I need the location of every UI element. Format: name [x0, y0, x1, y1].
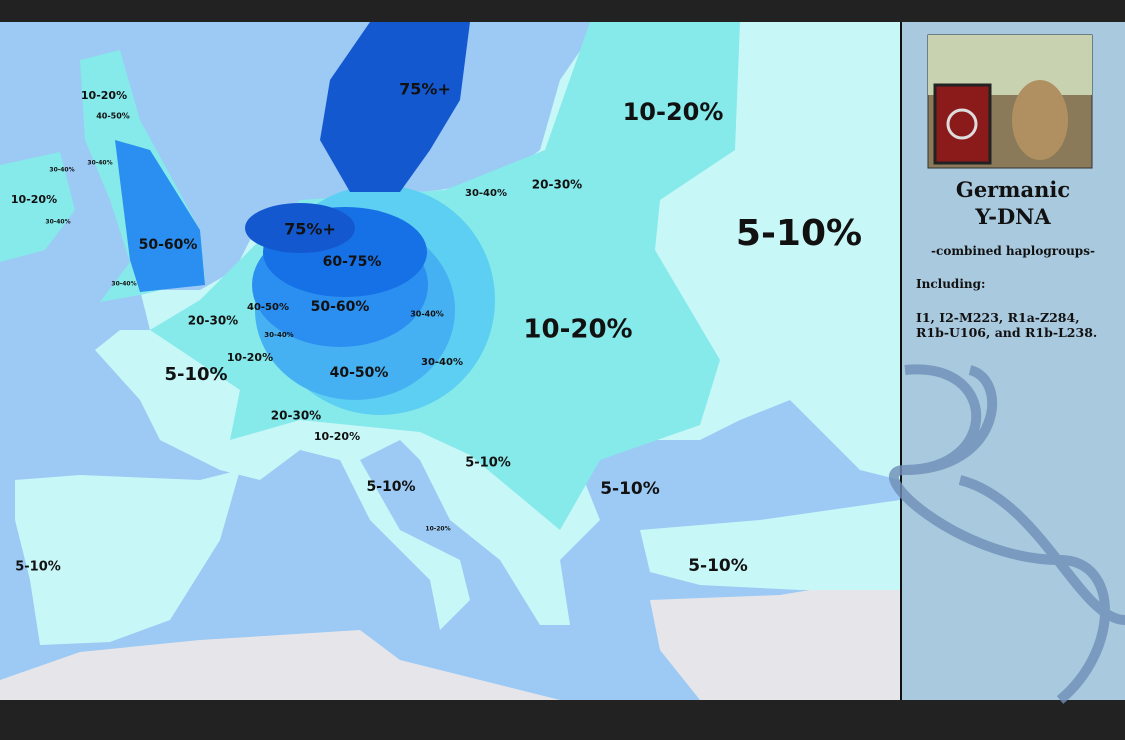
title-line: Germanic: [955, 177, 1071, 202]
iberia: [15, 470, 240, 645]
region-label: 40-50%: [330, 365, 389, 381]
region-label: 30-40%: [111, 281, 136, 288]
region-label: 50-60%: [139, 237, 198, 253]
middle-east: [650, 575, 900, 700]
britain-50-60: [115, 140, 205, 292]
region-label: 50-60%: [311, 299, 370, 315]
region-label: 30-40%: [49, 167, 74, 174]
subtitle: -combined haplogroups-: [931, 244, 1095, 258]
photo-warrior: [1012, 80, 1068, 160]
region-label: 10-20%: [11, 193, 57, 206]
region-label: 30-40%: [264, 331, 293, 339]
region-label: 30-40%: [87, 160, 112, 167]
region-label: 60-75%: [323, 254, 382, 270]
including-heading: Including:: [916, 277, 986, 291]
helix-strand: [889, 364, 1110, 704]
anatolia: [640, 500, 900, 590]
region-label: 30-40%: [421, 357, 463, 368]
region-label: 75%+: [399, 80, 451, 99]
region-label: 5-10%: [465, 456, 511, 471]
sidebar-title: Germanic Y-DNA: [901, 176, 1125, 230]
dna-helix: [889, 364, 1125, 704]
region-label: 5-10%: [600, 479, 660, 499]
region-label: 30-40%: [410, 310, 444, 319]
region-label: 30-40%: [45, 219, 70, 226]
ireland: [0, 152, 75, 262]
including-text: I1, I2-M223, R1a-Z284, R1b-U106, and R1b…: [916, 310, 1098, 340]
region-label: 10-20%: [81, 89, 127, 102]
top-bar: [0, 0, 1125, 22]
region-label: 5-10%: [736, 213, 862, 254]
divider: [900, 22, 902, 700]
photo-banner: [933, 83, 992, 165]
zone-75-scandinavia: [320, 22, 470, 192]
photo-emblem: [946, 108, 978, 140]
zone-75-lowlands: [245, 203, 355, 253]
region-label: 10-20%: [425, 526, 450, 533]
north-africa: [0, 630, 560, 700]
sidebar: Germanic Y-DNA -combined haplogroups- In…: [901, 22, 1125, 700]
region-label: 75%+: [284, 220, 336, 239]
region-label: 40-50%: [96, 112, 130, 121]
region-label: 5-10%: [366, 479, 415, 495]
region-label: 5-10%: [15, 560, 61, 575]
region-label: 20-30%: [532, 178, 582, 192]
map-labels: 75%+ 10-20% 40-50% 10-20% 30-40% 30-40% 10-20%…: [11, 80, 862, 577]
region-label: 5-10%: [688, 556, 748, 576]
region-label: 40-50%: [247, 302, 289, 313]
region-label: 10-20%: [314, 430, 360, 443]
region-label: 5-10%: [164, 364, 227, 385]
region-label: 10-20%: [523, 315, 632, 345]
region-label: 20-30%: [188, 314, 238, 328]
region-label: 30-40%: [465, 188, 507, 199]
bottom-bar: [0, 700, 1125, 740]
region-label: 10-20%: [227, 351, 273, 364]
region-label: 20-30%: [271, 409, 321, 423]
helix-strand: [904, 365, 1125, 625]
title-line: Y-DNA: [975, 204, 1051, 229]
region-label: 10-20%: [623, 98, 724, 126]
